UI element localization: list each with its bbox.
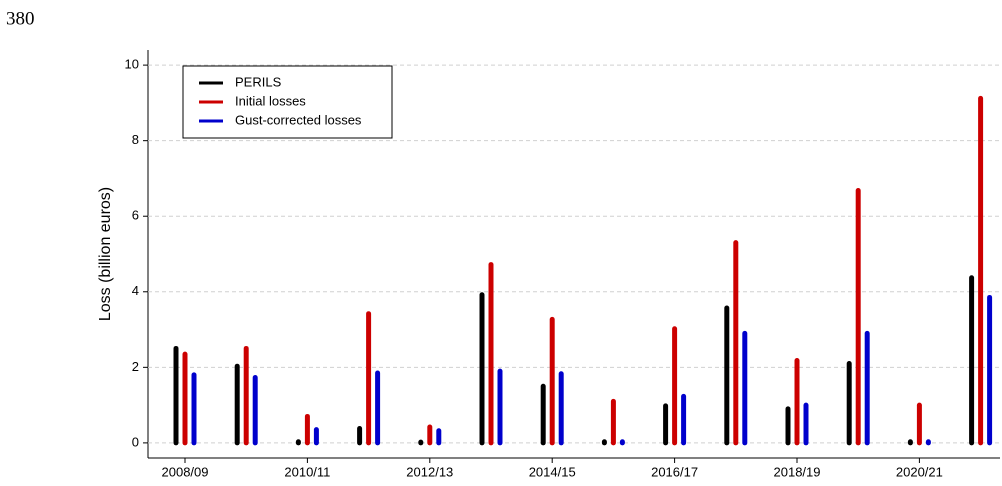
y-tick-label: 6	[132, 208, 139, 223]
x-tick-label: 2014/15	[529, 464, 576, 479]
x-tick-label: 2016/17	[651, 464, 698, 479]
y-tick-label: 2	[132, 359, 139, 374]
legend-label: Gust-corrected losses	[235, 112, 362, 127]
legend-label: PERILS	[235, 74, 282, 89]
x-tick-label: 2012/13	[406, 464, 453, 479]
x-tick-label: 2010/11	[284, 464, 330, 479]
y-axis-label: Loss (billion euros)	[97, 187, 114, 321]
legend-label: Initial losses	[235, 93, 306, 108]
y-tick-label: 8	[132, 132, 139, 147]
y-tick-label: 0	[132, 434, 139, 449]
page-number: 380	[6, 8, 35, 29]
x-tick-label: 2018/19	[774, 464, 821, 479]
x-tick-label: 2008/09	[162, 464, 209, 479]
y-tick-label: 10	[125, 57, 139, 72]
y-tick-label: 4	[132, 283, 139, 298]
x-tick-label: 2020/21	[896, 464, 943, 479]
